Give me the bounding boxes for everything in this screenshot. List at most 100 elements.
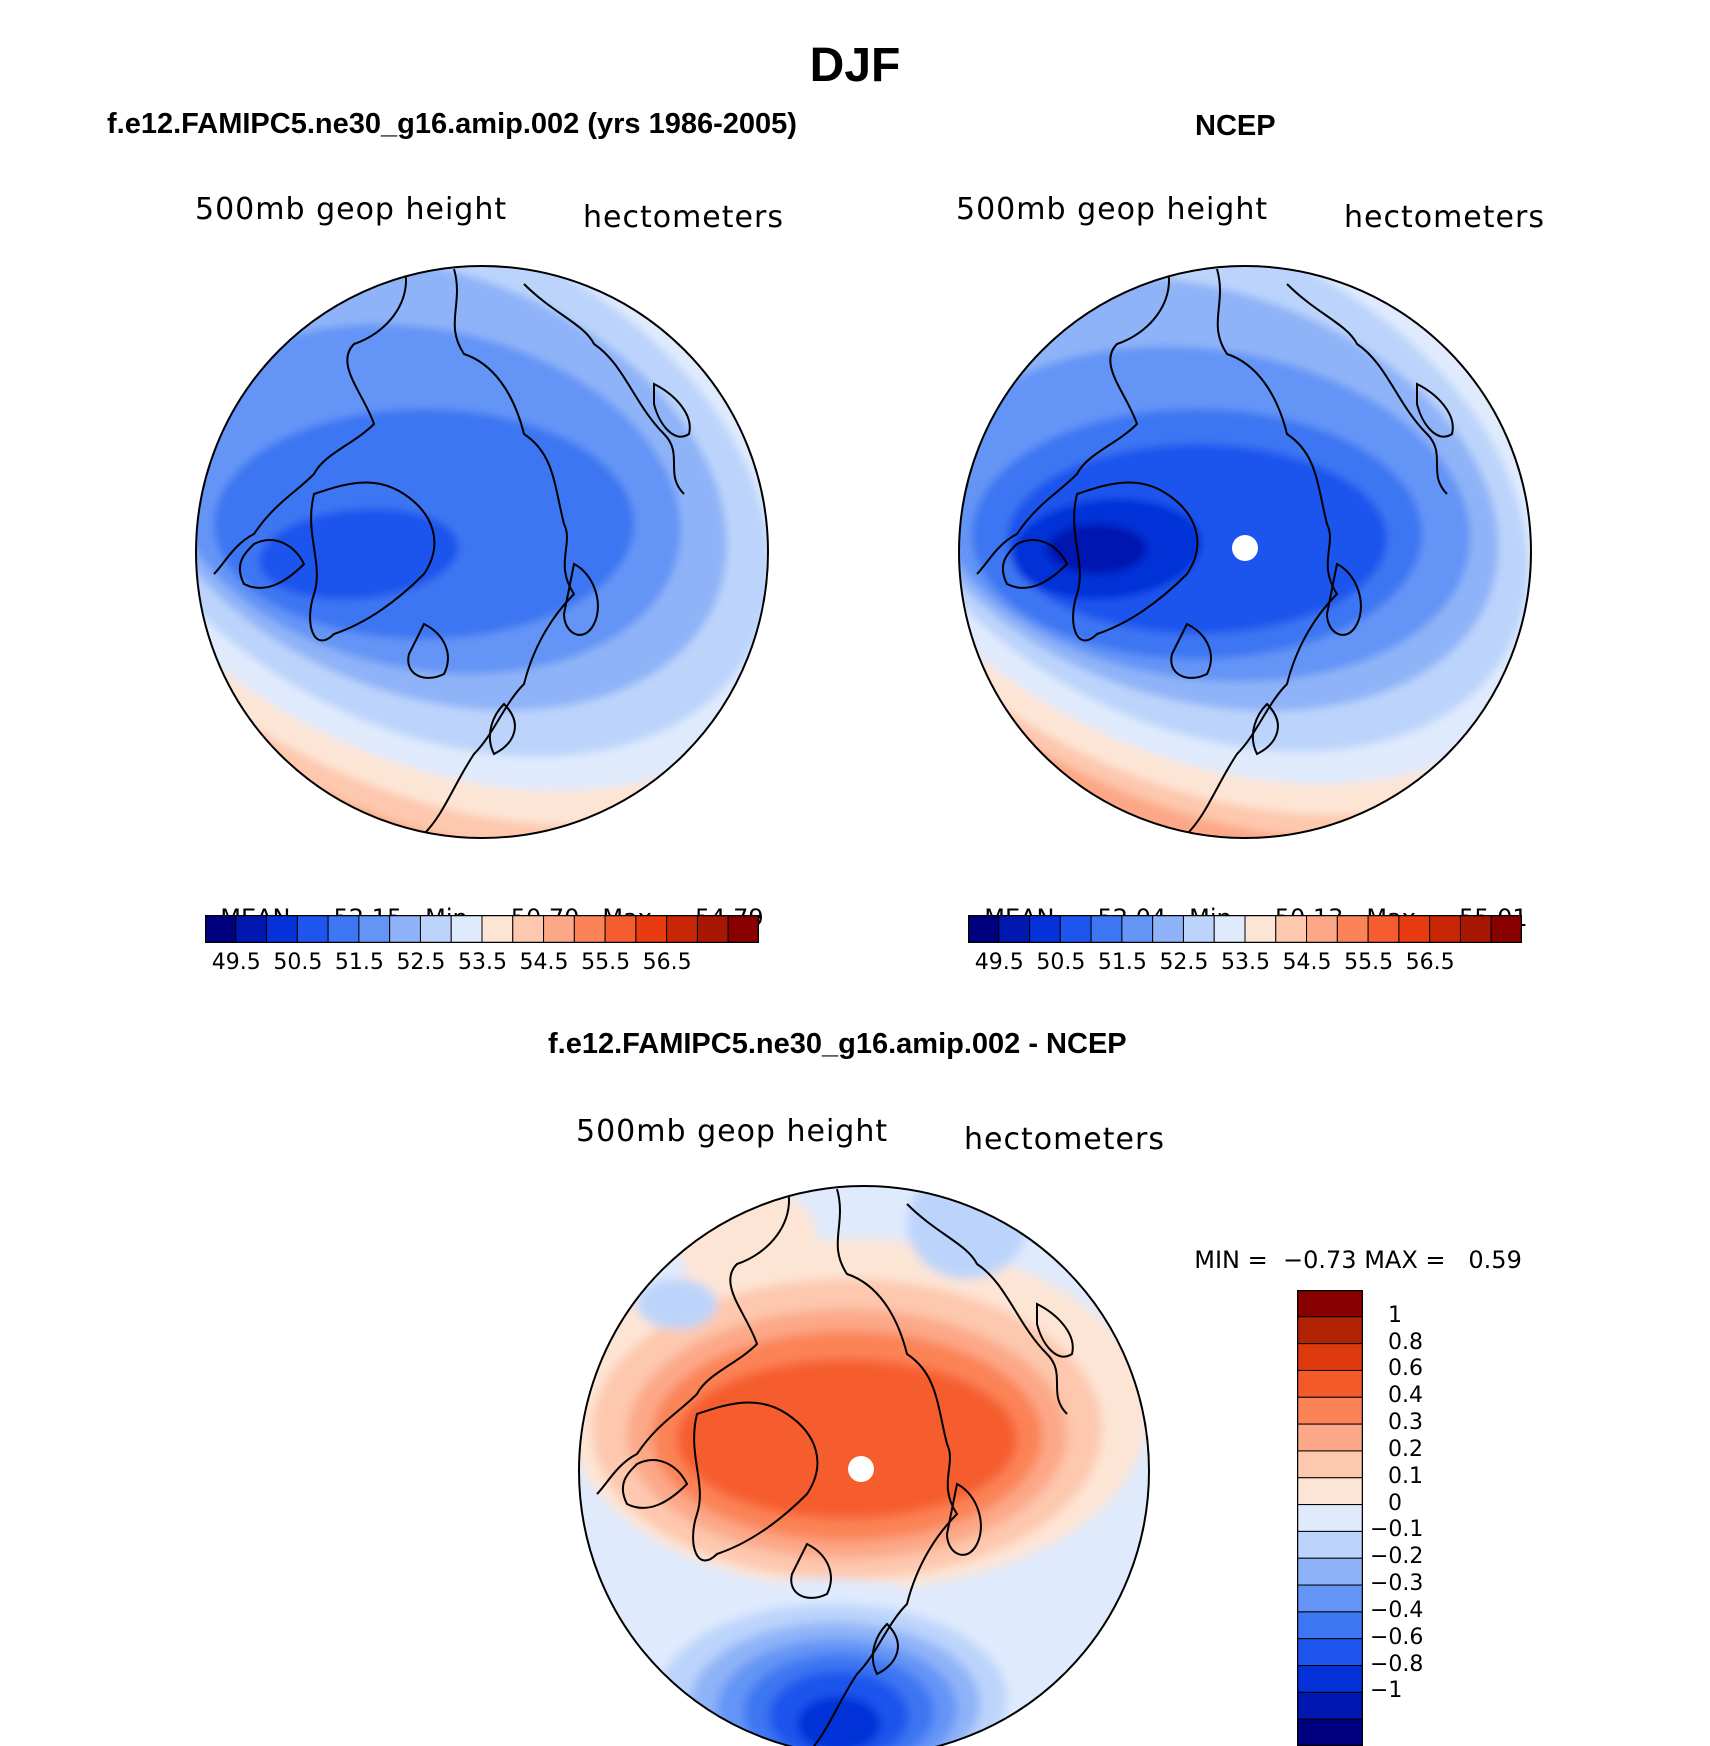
diff-colorbar-ticks: 1 0.8 0.6 0.4 0.3 0.2 0.1 0 −0.1 −0.2 −0.3 −0.4 −0.6…: [1370, 1290, 1490, 1746]
colorbar-swatch: [604, 915, 637, 943]
colorbar-swatch: [696, 915, 729, 943]
diff-pole-marker: [848, 1456, 874, 1482]
colorbar-swatch: [1297, 1316, 1363, 1345]
colorbar-swatch: [1297, 1450, 1363, 1479]
diff-variable-label: 500mb geop height: [576, 1114, 889, 1149]
colorbar-swatch: [296, 915, 329, 943]
colorbar-tick-label: 53.5: [458, 950, 507, 975]
colorbar-tick-label: 0.6: [1388, 1356, 1423, 1382]
colorbar-swatch: [1182, 915, 1215, 943]
colorbar-swatch: [1367, 915, 1400, 943]
colorbar-tick-label: −0.4: [1370, 1597, 1424, 1623]
model-coastlines: [213, 266, 691, 835]
ncep-variable-label: 500mb geop height: [956, 192, 1269, 227]
colorbar-swatch: [1297, 1557, 1363, 1586]
colorbar-swatch: [543, 915, 575, 943]
model-panel-title: f.e12.FAMIPC5.ne30_g16.amip.002 (yrs 198…: [107, 108, 797, 140]
colorbar-tick-label: −0.2: [1370, 1544, 1424, 1570]
colorbar-tick-label: 56.5: [1405, 950, 1455, 975]
colorbar-swatch: [1059, 915, 1092, 943]
colorbar-swatch: [1029, 915, 1061, 943]
diff-max-value: 0.59: [1468, 1246, 1522, 1274]
colorbar-swatch: [1297, 1584, 1363, 1613]
colorbar-tick-label: 56.5: [642, 950, 692, 975]
colorbar-swatch: [1213, 915, 1246, 943]
colorbar-swatch: [1090, 915, 1123, 943]
colorbar-tick-label: −0.6: [1370, 1624, 1424, 1650]
diff-max-label: MAX =: [1364, 1246, 1446, 1274]
colorbar-swatch: [450, 915, 483, 943]
colorbar-tick-label: 0.3: [1388, 1410, 1423, 1436]
colorbar-tick-label: 50.5: [273, 950, 323, 975]
colorbar-swatch: [1152, 915, 1184, 943]
colorbar-tick-label: 49.5: [974, 950, 1024, 975]
colorbar-tick-label: 0.1: [1388, 1463, 1423, 1489]
colorbar-swatch: [1297, 1504, 1363, 1532]
colorbar-swatch: [419, 915, 452, 943]
colorbar-swatch: [1336, 915, 1369, 943]
model-colorbar-ticks: 49.5 50.5 51.5 52.5 53.5 54.5 55.5 56.5: [205, 950, 759, 978]
colorbar-tick-label: −0.3: [1370, 1571, 1424, 1597]
colorbar-swatch: [1297, 1611, 1363, 1640]
diff-colorbar: [1297, 1290, 1363, 1746]
colorbar-tick-label: 0.8: [1388, 1329, 1423, 1355]
colorbar-swatch: [1459, 915, 1492, 943]
colorbar-tick-label: 0: [1388, 1490, 1402, 1516]
colorbar-swatch: [1297, 1477, 1363, 1506]
diff-min-label: MIN =: [1194, 1246, 1268, 1274]
colorbar-tick-label: −0.8: [1370, 1651, 1424, 1677]
ncep-panel-title: NCEP: [1195, 110, 1276, 142]
colorbar-swatch: [1297, 1369, 1363, 1398]
colorbar-tick-label: 53.5: [1221, 950, 1270, 975]
diff-panel-title: f.e12.FAMIPC5.ne30_g16.amip.002 - NCEP: [548, 1028, 1127, 1060]
colorbar-tick-label: 0.4: [1388, 1383, 1423, 1409]
colorbar-swatch: [1297, 1396, 1363, 1425]
colorbar-swatch: [481, 915, 514, 943]
colorbar-swatch: [1398, 915, 1431, 943]
colorbar-swatch: [635, 915, 668, 943]
colorbar-swatch: [358, 915, 391, 943]
ncep-colorbar: [968, 915, 1522, 943]
colorbar-tick-label: 51.5: [334, 950, 384, 975]
colorbar-tick-label: 52.5: [1159, 950, 1209, 975]
colorbar-swatch: [727, 915, 759, 943]
diff-coastlines: [596, 1186, 1074, 1746]
ncep-coastlines: [976, 266, 1454, 835]
diff-polar-map: [578, 1185, 1150, 1746]
colorbar-swatch: [998, 915, 1031, 943]
colorbar-tick-label: 49.5: [211, 950, 261, 975]
diff-units-label: hectometers: [964, 1122, 1165, 1157]
colorbar-tick-label: 55.5: [581, 950, 631, 975]
figure-title: DJF: [809, 39, 901, 92]
diff-stats: MIN = −0.73 MAX = 0.59: [1179, 1218, 1522, 1274]
colorbar-swatch: [1275, 915, 1308, 943]
colorbar-tick-label: 55.5: [1344, 950, 1394, 975]
colorbar-swatch: [1244, 915, 1277, 943]
colorbar-swatch: [1297, 1638, 1363, 1667]
colorbar-swatch: [1297, 1665, 1363, 1693]
colorbar-swatch: [666, 915, 698, 943]
colorbar-swatch: [1297, 1530, 1363, 1559]
colorbar-swatch: [1297, 1423, 1363, 1452]
colorbar-swatch: [1121, 915, 1154, 943]
colorbar-swatch: [1297, 1691, 1363, 1720]
model-units-label: hectometers: [583, 200, 784, 235]
colorbar-tick-label: 1: [1388, 1302, 1402, 1328]
colorbar-swatch: [266, 915, 298, 943]
colorbar-swatch: [327, 915, 360, 943]
colorbar-swatch: [1429, 915, 1461, 943]
model-variable-label: 500mb geop height: [195, 192, 508, 227]
colorbar-tick-label: 0.2: [1388, 1436, 1423, 1462]
colorbar-tick-label: 54.5: [1282, 950, 1332, 975]
colorbar-swatch: [389, 915, 421, 943]
ncep-polar-map: [958, 265, 1532, 839]
model-polar-map: [195, 265, 769, 839]
colorbar-tick-label: 51.5: [1097, 950, 1147, 975]
colorbar-swatch: [1297, 1343, 1363, 1371]
colorbar-swatch: [1306, 915, 1338, 943]
ncep-colorbar-ticks: 49.5 50.5 51.5 52.5 53.5 54.5 55.5 56.5: [968, 950, 1522, 978]
colorbar-swatch: [205, 915, 237, 943]
model-colorbar: [205, 915, 759, 943]
diff-min-value: −0.73: [1283, 1246, 1357, 1274]
colorbar-tick-label: −0.1: [1370, 1517, 1424, 1543]
